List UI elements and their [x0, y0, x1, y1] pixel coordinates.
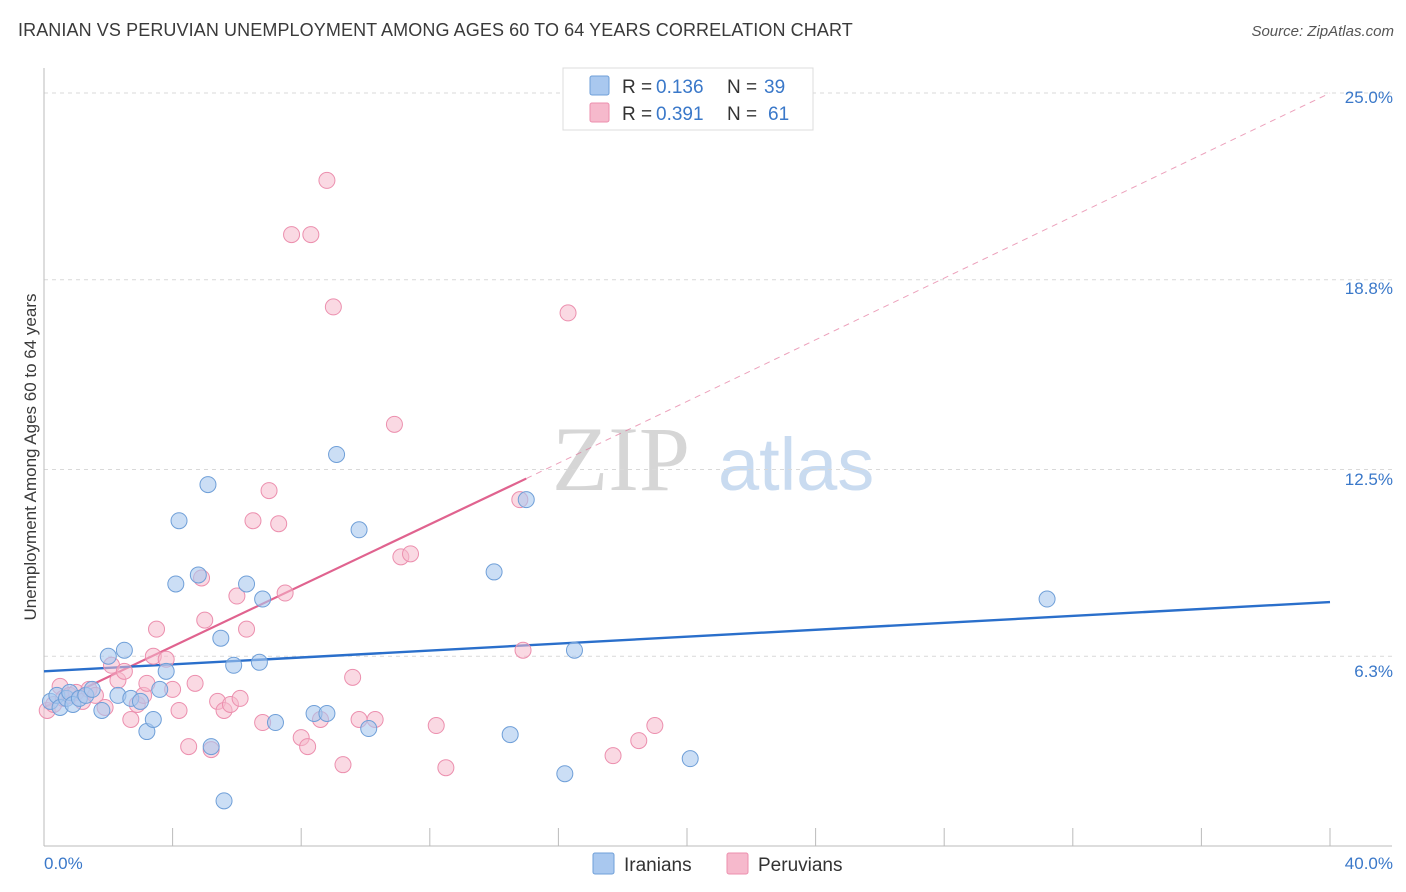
- iranians-point-43: [1038, 590, 1056, 608]
- iranians-point-23: [199, 476, 217, 494]
- peruvians-point-47: [344, 668, 362, 686]
- bottom-legend-label-peruvians: Peruvians: [758, 855, 843, 876]
- iranians-point-22: [189, 566, 207, 584]
- iranians-point-35: [350, 521, 368, 539]
- iranians-point-20: [170, 512, 188, 530]
- legend-n-value-peruvians: 61: [768, 104, 789, 125]
- peruvians-point-50: [385, 415, 403, 433]
- iranians-point-39: [517, 491, 535, 509]
- peruvians-point-22: [170, 701, 188, 719]
- bottom-legend-swatch-peruvians: [726, 852, 749, 875]
- iranians-point-27: [225, 656, 243, 674]
- peruvians-point-36: [260, 482, 278, 500]
- iranians-points: [41, 445, 1056, 810]
- legend-r-label-peruvians: R =: [622, 104, 652, 125]
- x-tick-marks: [172, 828, 1331, 846]
- peruvians-point-19: [148, 620, 166, 638]
- iranians-point-42: [681, 750, 699, 768]
- peruvians-point-24: [186, 674, 204, 692]
- iranians-point-18: [151, 680, 169, 698]
- peruvians-point-57: [559, 304, 577, 322]
- legend-r-value-peruvians: 0.391: [656, 104, 704, 125]
- peruvians-point-53: [427, 717, 445, 735]
- peruvians-point-14: [122, 711, 140, 729]
- iranians-point-9: [83, 680, 101, 698]
- legend-swatch-iranians: [589, 75, 610, 96]
- iranians-point-26: [215, 792, 233, 810]
- iranians-point-33: [318, 704, 336, 722]
- peruvians-point-13: [115, 662, 133, 680]
- stats-legend: R = 0.136 N = 39 R = 0.391 N = 61: [562, 67, 814, 131]
- peruvians-point-32: [231, 689, 249, 707]
- chart-title: IRANIAN VS PERUVIAN UNEMPLOYMENT AMONG A…: [18, 20, 853, 40]
- y-tick-label-3: 18.8%: [1345, 279, 1393, 298]
- iranians-point-31: [266, 714, 284, 732]
- legend-n-label-peruvians: N =: [727, 104, 757, 125]
- iranians-point-34: [328, 445, 346, 463]
- iranians-point-11: [99, 647, 117, 665]
- peruvians-point-34: [244, 512, 262, 530]
- peruvians-point-31: [228, 587, 246, 605]
- iranians-point-13: [115, 641, 133, 659]
- legend-r-label-iranians: R =: [622, 77, 652, 98]
- iranians-point-15: [131, 692, 149, 710]
- iranians-point-38: [501, 726, 519, 744]
- iranians-point-19: [157, 662, 175, 680]
- peruvians-point-46: [334, 756, 352, 774]
- bottom-legend-label-iranians: Iranians: [624, 855, 692, 876]
- iranians-point-41: [565, 641, 583, 659]
- peruvians-point-45: [324, 298, 342, 316]
- peruvians-point-44: [318, 171, 336, 189]
- iranians-point-24: [202, 738, 220, 756]
- iranians-point-17: [144, 711, 162, 729]
- x-tick-label-max: 40.0%: [1345, 854, 1393, 873]
- peruvians-point-33: [238, 620, 256, 638]
- y-tick-label-2: 12.5%: [1345, 470, 1393, 489]
- peruvians-point-42: [302, 226, 320, 244]
- grid-layer: [44, 92, 1392, 657]
- watermark-atlas: atlas: [718, 423, 874, 506]
- iranians-point-30: [254, 590, 272, 608]
- watermark-zip: ZIP: [552, 408, 690, 510]
- peruvians-point-58: [604, 747, 622, 765]
- peruvians-point-39: [283, 226, 301, 244]
- y-tick-label-1: 6.3%: [1354, 662, 1393, 681]
- iranians-point-37: [485, 563, 503, 581]
- legend-n-label-iranians: N =: [727, 77, 757, 98]
- peruvians-point-41: [299, 738, 317, 756]
- legend-swatch-peruvians: [589, 102, 610, 123]
- peruvians-point-37: [270, 515, 288, 533]
- iranians-point-21: [167, 575, 185, 593]
- legend-n-value-iranians: 39: [764, 77, 785, 98]
- legend-r-value-iranians: 0.136: [656, 77, 704, 98]
- x-tick-label-min: 0.0%: [44, 854, 83, 873]
- iranians-point-36: [360, 720, 378, 738]
- trend-layer: [43, 92, 1331, 709]
- chart-source: Source: ZipAtlas.com: [1251, 23, 1394, 40]
- peruvians-point-59: [630, 732, 648, 750]
- iranians-point-29: [250, 653, 268, 671]
- peruvians-point-60: [646, 717, 664, 735]
- peruvians-point-54: [437, 759, 455, 777]
- y-tick-labels: 6.3% 12.5% 18.8% 25.0%: [1345, 88, 1393, 681]
- y-tick-label-4: 25.0%: [1345, 88, 1393, 107]
- y-axis-title: Unemployment Among Ages 60 to 64 years: [21, 294, 40, 621]
- iranians-point-40: [556, 765, 574, 783]
- series-legend: Iranians Peruvians: [592, 852, 843, 876]
- peruvians-point-38: [276, 584, 294, 602]
- peruvians-trend-extension: [526, 92, 1331, 480]
- peruvians-point-23: [180, 738, 198, 756]
- iranians-point-25: [212, 629, 230, 647]
- peruvians-point-52: [402, 545, 420, 563]
- peruvians-point-56: [514, 641, 532, 659]
- iranians-point-28: [238, 575, 256, 593]
- iranians-point-10: [93, 701, 111, 719]
- bottom-legend-swatch-iranians: [592, 852, 615, 875]
- peruvians-point-26: [196, 611, 214, 629]
